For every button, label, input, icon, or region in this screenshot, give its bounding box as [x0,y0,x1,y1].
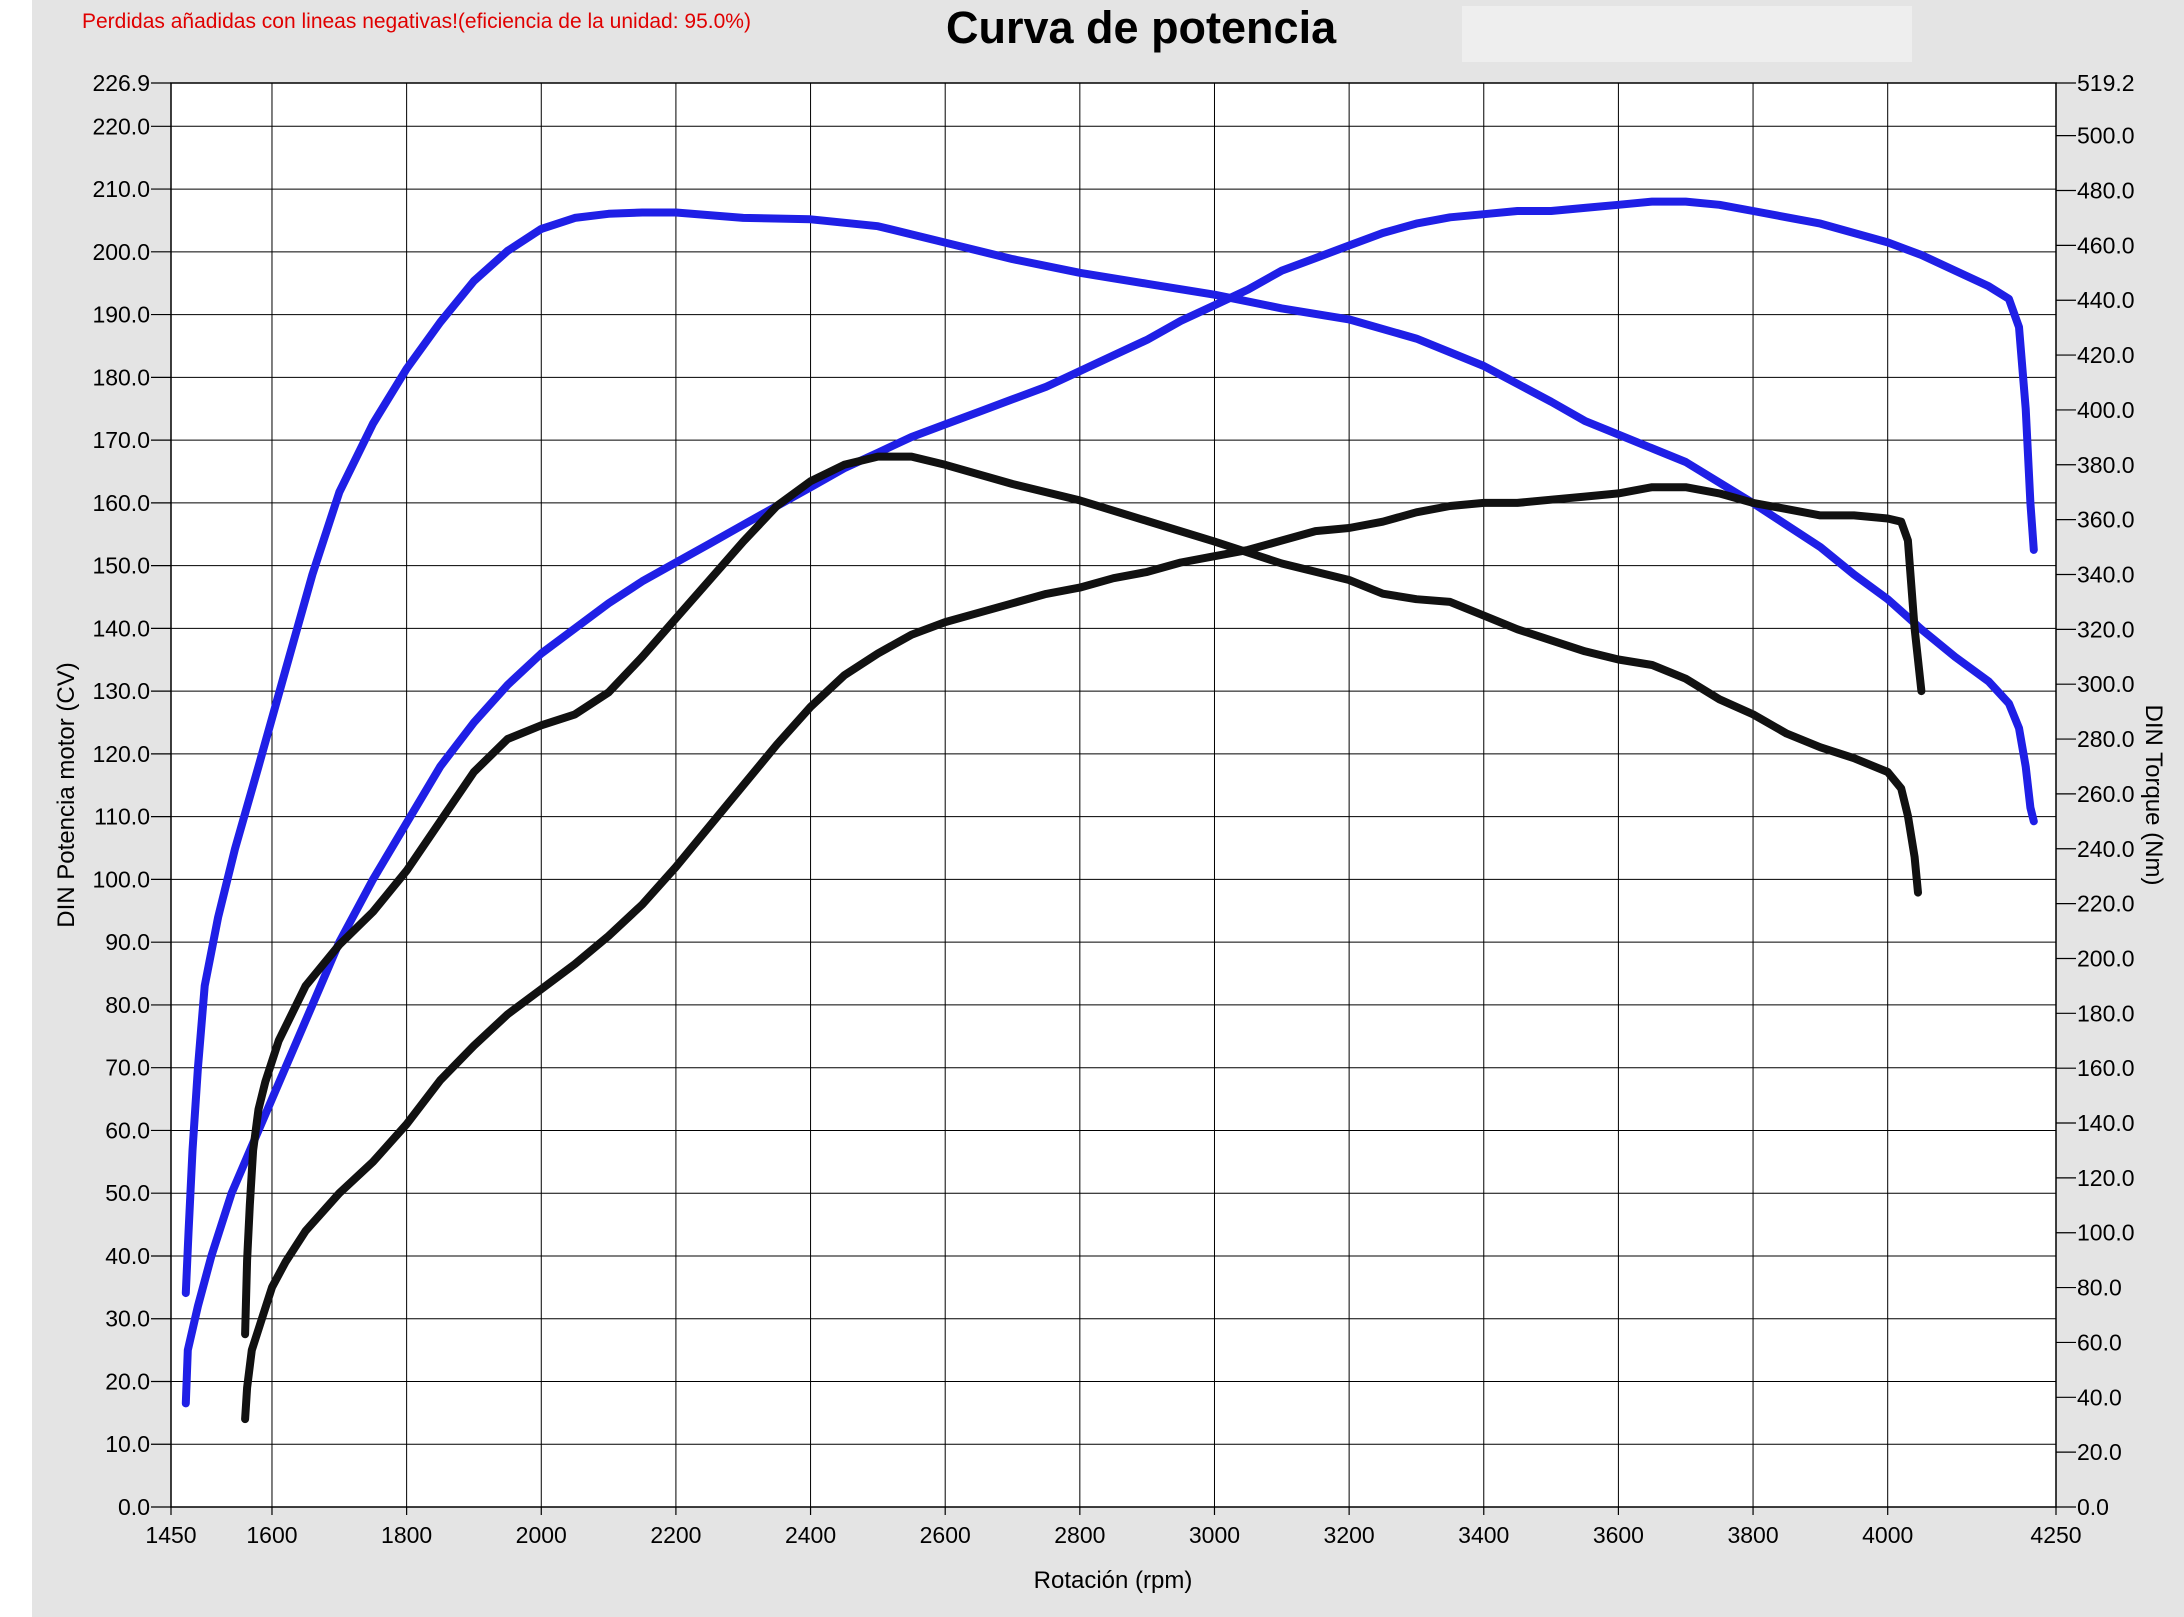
grid [171,83,2056,1507]
y-tick-label: 100.0 [92,866,150,892]
x-tick-label: 2000 [516,1522,567,1548]
x-tick-label: 1600 [246,1522,297,1548]
y-tick-label: 190.0 [92,302,150,328]
efficiency-warning: Perdidas añadidas con lineas negativas!(… [82,10,751,33]
y2-tick-label: 340.0 [2077,561,2135,587]
y-tick-label: 80.0 [105,992,150,1018]
blank-panel [1462,6,1912,62]
x-tick-label: 3200 [1324,1522,1375,1548]
y-tick-label: 210.0 [92,176,150,202]
y2-tick-label: 80.0 [2077,1275,2122,1301]
y2-tick-label: 460.0 [2077,232,2135,258]
y2-tick-label: 300.0 [2077,671,2135,697]
y-tick-label: 226.9 [92,70,150,96]
x-tick-label: 3000 [1189,1522,1240,1548]
y-tick-label: 220.0 [92,113,150,139]
y-axis-label: DIN Potencia motor (CV) [53,662,80,927]
y2-tick-label: 160.0 [2077,1055,2135,1081]
y2-tick-label: 519.2 [2077,70,2135,96]
y2-tick-label: 280.0 [2077,726,2135,752]
torque-tuned-line [181,208,2038,1298]
y2-tick-label: 140.0 [2077,1110,2135,1136]
series [181,197,2038,1424]
y2-tick-label: 220.0 [2077,891,2135,917]
y2-tick-label: 120.0 [2077,1165,2135,1191]
y-tick-label: 20.0 [105,1368,150,1394]
x-tick-label: 1800 [381,1522,432,1548]
y2-tick-label: 0.0 [2077,1494,2109,1520]
y2-tick-label: 380.0 [2077,452,2135,478]
y-tick-label: 10.0 [105,1431,150,1457]
y2-tick-label: 20.0 [2077,1439,2122,1465]
y-tick-label: 160.0 [92,490,150,516]
y-tick-label: 40.0 [105,1243,150,1269]
y2-tick-label: 500.0 [2077,123,2135,149]
y2-tick-label: 320.0 [2077,616,2135,642]
y2-tick-label: 60.0 [2077,1329,2122,1355]
plot-area [170,82,2057,1508]
x-tick-label: 2200 [650,1522,701,1548]
y2-tick-label: 400.0 [2077,397,2135,423]
x-tick-label: 4000 [1862,1522,1913,1548]
y-tick-label: 200.0 [92,239,150,265]
y-tick-label: 110.0 [94,804,150,830]
x-tick-label: 3400 [1458,1522,1509,1548]
y-tick-label: 30.0 [105,1306,150,1332]
torque-stock-line [241,452,1922,1339]
y-tick-label: 50.0 [105,1180,150,1206]
y-tick-label: 180.0 [92,364,150,390]
axis-ticks: 1450 1600 1800 2000 2200 2400 2600 2800 3000 3200… [92,70,2134,1548]
y-tick-label: 170.0 [92,427,150,453]
y2-tick-label: 180.0 [2077,1000,2135,1026]
y2-tick-label: 260.0 [2077,781,2135,807]
y2-tick-label: 420.0 [2077,342,2135,368]
y-tick-label: 130.0 [92,678,150,704]
x-tick-label: 2800 [1054,1522,1105,1548]
y-tick-label: 60.0 [105,1117,150,1143]
y-tick-label: 150.0 [92,553,150,579]
y2-tick-label: 100.0 [2077,1220,2135,1246]
y-tick-label: 120.0 [92,741,150,767]
x-tick-label: 4250 [2030,1522,2081,1548]
y-tick-label: 90.0 [105,929,150,955]
x-axis-label: Rotación (rpm) [1034,1567,1193,1594]
y2-tick-label: 440.0 [2077,287,2135,313]
y-tick-label: 0.0 [118,1494,150,1520]
y2-tick-label: 480.0 [2077,178,2135,204]
x-tick-label: 2600 [920,1522,971,1548]
x-tick-label: 2400 [785,1522,836,1548]
power-tuned-line [181,197,2038,1408]
y2-tick-label: 240.0 [2077,836,2135,862]
x-tick-label: 3800 [1727,1522,1778,1548]
power-stock-line [241,483,1926,1424]
y2-tick-label: 40.0 [2077,1384,2122,1410]
y2-tick-label: 200.0 [2077,945,2135,971]
y-tick-label: 140.0 [92,615,150,641]
chart-title: Curva de potencia [946,2,1337,53]
y-tick-label: 70.0 [105,1055,150,1081]
x-tick-label: 1450 [145,1522,196,1548]
y2-tick-label: 360.0 [2077,507,2135,533]
y2-axis-label: DIN Torque (Nm) [2140,705,2167,886]
x-tick-label: 3600 [1593,1522,1644,1548]
